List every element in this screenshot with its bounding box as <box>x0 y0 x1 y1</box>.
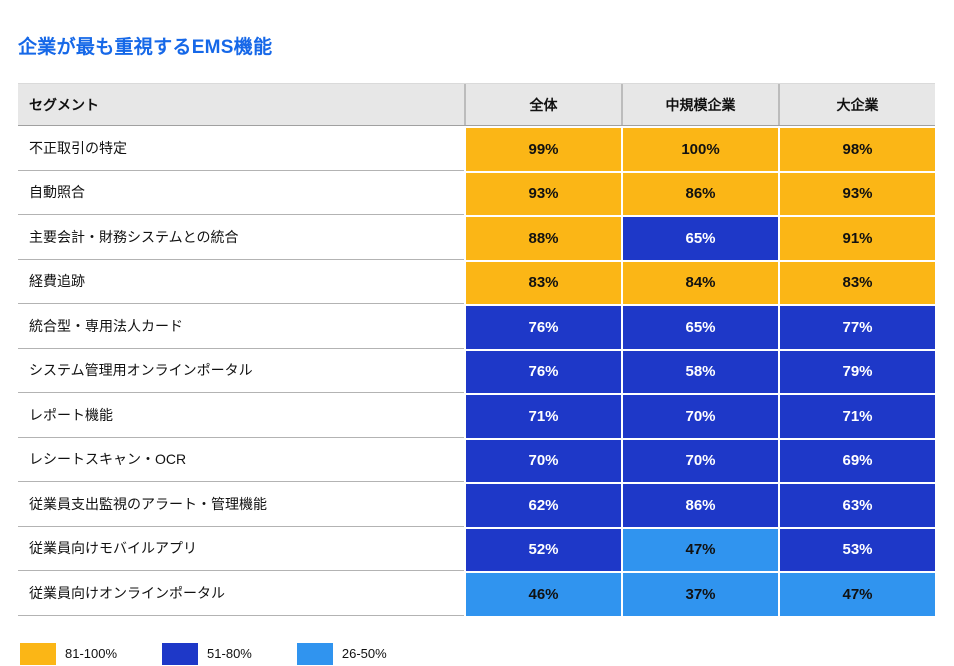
heatmap-cell: 70% <box>464 437 621 482</box>
heatmap-cell: 46% <box>464 571 621 616</box>
legend-item: 26-50% <box>296 642 387 665</box>
heatmap-cell: 99% <box>464 126 621 171</box>
column-header-enterprise: 大企業 <box>778 84 935 125</box>
row-label: 不正取引の特定 <box>18 126 464 171</box>
heatmap-cell: 88% <box>464 215 621 260</box>
heatmap-cell: 47% <box>778 571 935 616</box>
heatmap-cell: 65% <box>621 304 778 349</box>
heatmap-cell: 86% <box>621 482 778 527</box>
table-row: レポート機能 71% 70% 71% <box>18 393 935 438</box>
table-body: 不正取引の特定 99% 100% 98% 自動照合 93% 86% 93% 主要会計・財務システ… <box>18 126 935 616</box>
table-row: レシートスキャン・OCR 70% 70% 69% <box>18 437 935 482</box>
heatmap-cell: 53% <box>778 526 935 571</box>
row-label: 自動照合 <box>18 170 464 215</box>
table-row: 主要会計・財務システムとの統合 88% 65% 91% <box>18 215 935 260</box>
table-row: 自動照合 93% 86% 93% <box>18 170 935 215</box>
heatmap-cell: 79% <box>778 348 935 393</box>
heatmap-cell: 71% <box>778 393 935 438</box>
legend-swatch-high <box>20 642 56 665</box>
table-row: 従業員支出監視のアラート・管理機能 62% 86% 63% <box>18 482 935 527</box>
heatmap-cell: 93% <box>778 170 935 215</box>
legend-item: 51-80% <box>162 642 252 665</box>
table-header-row: セグメント 全体 中規模企業 大企業 <box>18 83 935 126</box>
column-header-overall: 全体 <box>464 84 621 125</box>
row-label: 従業員向けオンラインポータル <box>18 571 464 616</box>
table-row: 不正取引の特定 99% 100% 98% <box>18 126 935 171</box>
table-row: システム管理用オンラインポータル 76% 58% 79% <box>18 348 935 393</box>
row-label: 経費追跡 <box>18 259 464 304</box>
row-label: レポート機能 <box>18 393 464 438</box>
row-label: 統合型・専用法人カード <box>18 304 464 349</box>
heatmap-cell: 77% <box>778 304 935 349</box>
heatmap-cell: 91% <box>778 215 935 260</box>
row-label: システム管理用オンラインポータル <box>18 348 464 393</box>
heatmap-cell: 83% <box>778 259 935 304</box>
legend: 81-100% 51-80% 26-50% <box>18 642 935 665</box>
heatmap-cell: 76% <box>464 348 621 393</box>
legend-label: 81-100% <box>65 646 118 661</box>
legend-swatch-low <box>296 642 333 665</box>
heatmap-cell: 100% <box>621 126 778 171</box>
heatmap-cell: 70% <box>621 437 778 482</box>
row-label: 主要会計・財務システムとの統合 <box>18 215 464 260</box>
legend-label: 51-80% <box>207 646 252 661</box>
column-header-midsize: 中規模企業 <box>621 84 778 125</box>
row-label: 従業員支出監視のアラート・管理機能 <box>18 482 464 527</box>
heatmap-cell: 71% <box>464 393 621 438</box>
heatmap-cell: 62% <box>464 482 621 527</box>
table-row: 従業員向けモバイルアプリ 52% 47% 53% <box>18 526 935 571</box>
heatmap-cell: 83% <box>464 259 621 304</box>
ems-feature-table: セグメント 全体 中規模企業 大企業 不正取引の特定 99% 100% 98% 自動照合… <box>18 83 935 616</box>
heatmap-cell: 86% <box>621 170 778 215</box>
legend-item: 81-100% <box>20 642 118 665</box>
heatmap-cell: 70% <box>621 393 778 438</box>
row-label: レシートスキャン・OCR <box>18 437 464 482</box>
heatmap-cell: 65% <box>621 215 778 260</box>
heatmap-cell: 98% <box>778 126 935 171</box>
heatmap-cell: 52% <box>464 526 621 571</box>
table-row: 経費追跡 83% 84% 83% <box>18 259 935 304</box>
heatmap-cell: 47% <box>621 526 778 571</box>
heatmap-cell: 84% <box>621 259 778 304</box>
column-header-segment: セグメント <box>29 96 99 113</box>
row-label: 従業員向けモバイルアプリ <box>18 526 464 571</box>
heatmap-cell: 63% <box>778 482 935 527</box>
heatmap-cell: 37% <box>621 571 778 616</box>
table-row: 従業員向けオンラインポータル 46% 37% 47% <box>18 571 935 616</box>
legend-label: 26-50% <box>341 646 387 661</box>
heatmap-cell: 69% <box>778 437 935 482</box>
table-row: 統合型・専用法人カード 76% 65% 77% <box>18 304 935 349</box>
heatmap-cell: 93% <box>464 170 621 215</box>
heatmap-cell: 76% <box>464 304 621 349</box>
legend-swatch-mid <box>162 642 199 665</box>
heatmap-cell: 58% <box>621 348 778 393</box>
page-title: 企業が最も重視するEMS機能 <box>18 37 273 58</box>
